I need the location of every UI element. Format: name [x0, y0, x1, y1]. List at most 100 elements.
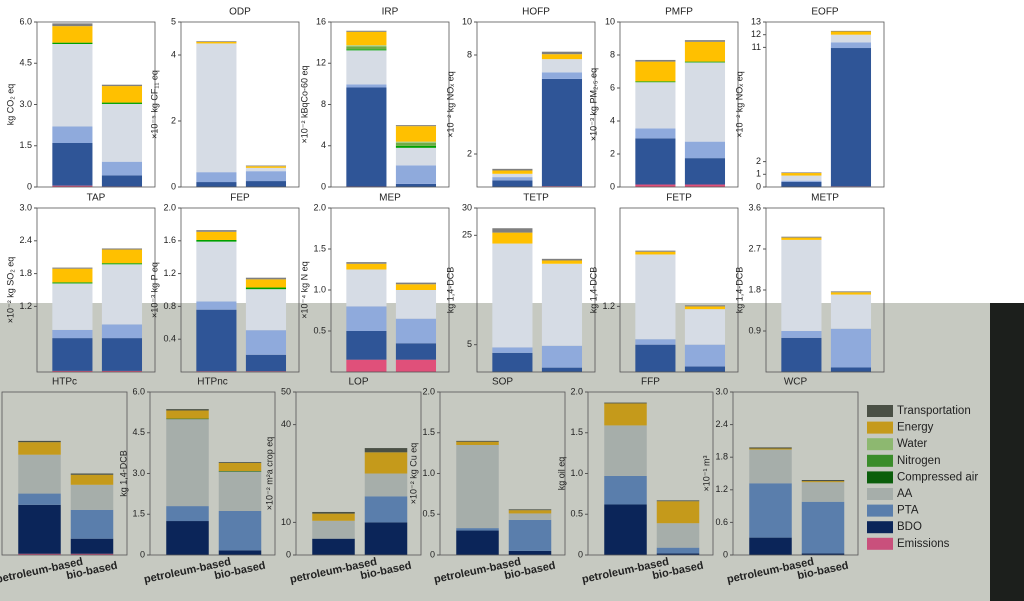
bar-segment [70, 474, 114, 485]
plot-frame [619, 207, 739, 373]
y-tick-label: 0 [140, 549, 145, 559]
bar-segment [52, 329, 93, 339]
legend-label: Energy [897, 422, 934, 434]
y-tick-label: 0 [321, 181, 326, 191]
bar-segment [749, 449, 792, 484]
legend-swatch [867, 454, 893, 467]
y-tick-label: 4.5 [132, 427, 145, 437]
bar-segment [749, 447, 792, 449]
bar-segment [541, 186, 583, 187]
bar-segment [166, 418, 209, 420]
bar-segment [492, 170, 533, 174]
y-tick-label: 1.8 [715, 452, 728, 462]
panel-title: IRP [382, 7, 399, 18]
plot-frame [765, 21, 885, 188]
bar-segment [492, 180, 533, 187]
y-tick-label: 50 [281, 386, 291, 396]
bar-segment [830, 291, 872, 293]
y-tick-label: 1.0 [570, 468, 583, 478]
bar-segment [364, 522, 408, 555]
bar-segment [830, 294, 872, 329]
bar-segment [830, 31, 872, 35]
y-tick-label: 2.4 [19, 235, 32, 245]
y-tick-label: 1.5 [132, 509, 145, 519]
bar-segment [635, 339, 676, 345]
bar-segment [492, 173, 533, 178]
bar-segment [166, 419, 209, 507]
legend-swatch [867, 521, 893, 534]
bar-segment [101, 103, 143, 162]
bar-segment [801, 482, 845, 502]
bar-segment [635, 59, 676, 62]
bar-segment [492, 243, 533, 348]
bar-segment [364, 448, 408, 453]
y-tick-label: 2 [756, 156, 761, 166]
y-axis-label: ×10⁻² m²a crop eq [264, 437, 274, 511]
bar-segment [781, 337, 822, 372]
bar-segment [52, 268, 93, 283]
bar-segment [101, 264, 143, 325]
panel-title: PMFP [665, 7, 693, 18]
bar-segment [456, 441, 499, 445]
bar-segment [346, 31, 387, 46]
bar-segment [801, 553, 845, 555]
bar-segment [346, 45, 387, 47]
bar-segment [218, 462, 262, 472]
bar-segment [312, 511, 355, 514]
y-tick-label: 8 [610, 49, 615, 59]
y-tick-label: 3.0 [19, 99, 32, 109]
bar-segment [52, 283, 93, 330]
y-axis-label: ×10⁻⁴ kg N eq [299, 261, 309, 318]
bar-segment [196, 241, 237, 302]
bar-segment [635, 184, 676, 187]
y-tick-label: 0.5 [570, 509, 583, 519]
bar-segment [245, 279, 287, 288]
y-tick-label: 6.0 [132, 386, 145, 396]
plot-frame [180, 207, 300, 373]
y-axis-label: ×10⁻³ kg P eq [149, 262, 159, 318]
bar-segment [101, 249, 143, 264]
bar-segment [684, 366, 726, 372]
bar-segment [312, 513, 355, 521]
y-tick-label: 1.5 [422, 427, 435, 437]
bar-segment [101, 370, 143, 372]
panel-title: WCP [784, 377, 808, 388]
bar-segment [635, 138, 676, 185]
bar-segment [684, 158, 726, 185]
bar-segment [196, 172, 237, 183]
y-tick-label: 3.0 [715, 386, 728, 396]
bar-segment [218, 550, 262, 555]
bar-segment [364, 452, 408, 474]
bar-segment [801, 481, 845, 483]
bar-segment [52, 185, 93, 187]
legend-label: Compressed air [897, 471, 978, 483]
bar-segment [395, 142, 437, 146]
bar-segment [656, 523, 700, 548]
y-tick-label: 0 [27, 181, 32, 191]
y-tick-label: 0.4 [163, 334, 176, 344]
bar-segment [541, 51, 583, 55]
bar-segment [635, 61, 676, 82]
bar-segment [508, 510, 552, 514]
bar-segment [101, 324, 143, 339]
bar-segment [684, 306, 726, 310]
panel-title: SOP [492, 377, 513, 388]
y-tick-label: 0 [430, 549, 435, 559]
bar-segment [781, 175, 822, 181]
y-axis-label: ×10⁻² kg Cu eq [408, 443, 418, 505]
panel-title: TAP [87, 193, 106, 204]
bar-segment [18, 442, 61, 455]
bar-segment [166, 410, 209, 419]
bar-segment [492, 347, 533, 353]
bar-segment [684, 305, 726, 307]
bar-segment [52, 370, 93, 372]
y-tick-label: 3.0 [19, 202, 32, 212]
y-tick-label: 1.0 [422, 468, 435, 478]
y-tick-label: 2 [610, 148, 615, 158]
y-tick-label: 0.6 [715, 517, 728, 527]
plot-frame [732, 391, 859, 556]
bar-segment [604, 425, 647, 476]
bar-segment [166, 521, 209, 555]
bar-segment [830, 42, 872, 49]
